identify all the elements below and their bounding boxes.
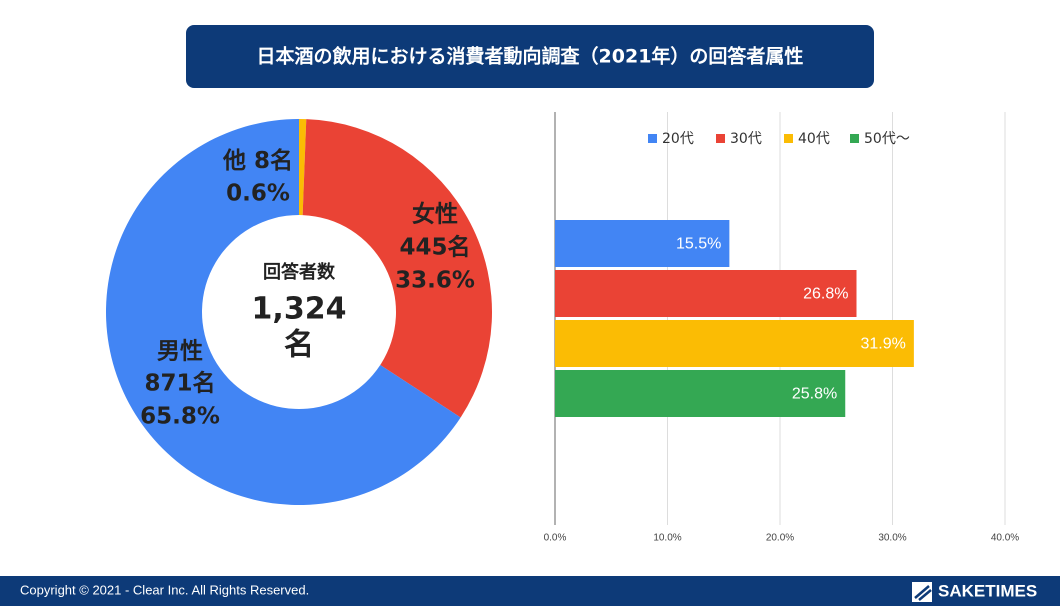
bar — [555, 220, 730, 267]
donut-slice — [299, 119, 307, 216]
center-total: 1,324 — [252, 292, 347, 327]
legend-label: 50代〜 — [864, 131, 910, 147]
value-label: 26.8% — [803, 286, 848, 303]
bar-chart: 0.0% 10.0% 20.0% 30.0% 40.0% 15.5% 26.8% 31.9% 2… — [544, 112, 1019, 544]
center-label: 回答者数 — [263, 261, 336, 283]
title-banner — [186, 25, 874, 88]
slice-count: 8名 — [254, 147, 293, 174]
logo-stripes — [914, 585, 932, 601]
x-tick-label: 10.0% — [653, 533, 681, 544]
value-label: 31.9% — [861, 336, 906, 353]
copyright: Copyright © 2021 - Clear Inc. All Rights… — [20, 582, 309, 597]
legend-label: 30代 — [730, 131, 762, 147]
value-label: 15.5% — [676, 236, 721, 253]
bar — [555, 270, 857, 317]
legend-swatch — [850, 134, 859, 143]
slice-name: 男性 — [157, 339, 203, 365]
bar — [555, 370, 846, 417]
legend-swatch — [784, 134, 793, 143]
x-tick-label: 0.0% — [544, 533, 567, 544]
slice-count: 445名 — [399, 234, 470, 261]
legend-swatch — [648, 134, 657, 143]
center-unit: 名 — [284, 328, 314, 363]
legend-label: 20代 — [662, 131, 694, 147]
legend-label: 40代 — [798, 131, 830, 147]
donut-slice — [105, 118, 461, 505]
slice-percent: 33.6% — [395, 268, 475, 294]
footer — [0, 576, 1060, 606]
legend-swatch — [716, 134, 725, 143]
brand: SAKETIMES — [938, 581, 1037, 600]
x-tick-label: 20.0% — [766, 533, 794, 544]
donut-chart — [105, 118, 492, 505]
x-tick-label: 30.0% — [878, 533, 906, 544]
donut-slice — [302, 119, 492, 418]
slice-name: 女性 — [412, 201, 458, 228]
slice-name: 他 — [222, 148, 246, 174]
value-label: 25.8% — [792, 386, 837, 403]
bar — [555, 320, 914, 367]
slice-percent: 0.6% — [226, 181, 290, 207]
x-tick-label: 40.0% — [991, 533, 1019, 544]
slice-count: 871名 — [144, 370, 215, 397]
slice-percent: 65.8% — [140, 404, 220, 430]
page-title: 日本酒の飲用における消費者動向調査（2021年）の回答者属性 — [257, 45, 804, 68]
slice-label: 他 8名 — [222, 147, 293, 174]
